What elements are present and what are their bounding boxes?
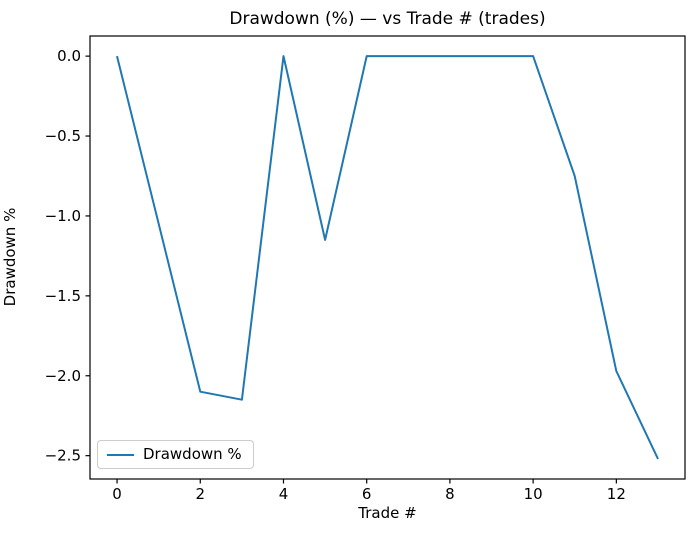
x-tick-label: 2 — [195, 485, 205, 503]
x-tick-label: 0 — [112, 485, 122, 503]
y-tick-label: 0.0 — [57, 47, 81, 65]
x-tick-label: 12 — [607, 485, 626, 503]
legend-line-swatch — [107, 453, 134, 456]
axes-spines — [89, 35, 686, 480]
x-tick-label: 8 — [445, 485, 455, 503]
y-tick-label: −1.0 — [45, 207, 81, 225]
series-line-drawdown- — [116, 55, 659, 460]
x-axis-label: Trade # — [358, 504, 417, 522]
x-tick-label: 4 — [279, 485, 289, 503]
chart-title: Drawdown (%) — vs Trade # (trades) — [229, 9, 546, 29]
legend-label: Drawdown % — [143, 445, 242, 463]
x-tick-label: 10 — [524, 485, 543, 503]
y-tick-label: −2.0 — [45, 367, 81, 385]
y-tick-label: −2.5 — [45, 447, 81, 465]
legend: Drawdown % — [97, 440, 254, 469]
x-tick-label: 6 — [362, 485, 372, 503]
y-tick-label: −0.5 — [45, 127, 81, 145]
y-tick-label: −1.5 — [45, 287, 81, 305]
